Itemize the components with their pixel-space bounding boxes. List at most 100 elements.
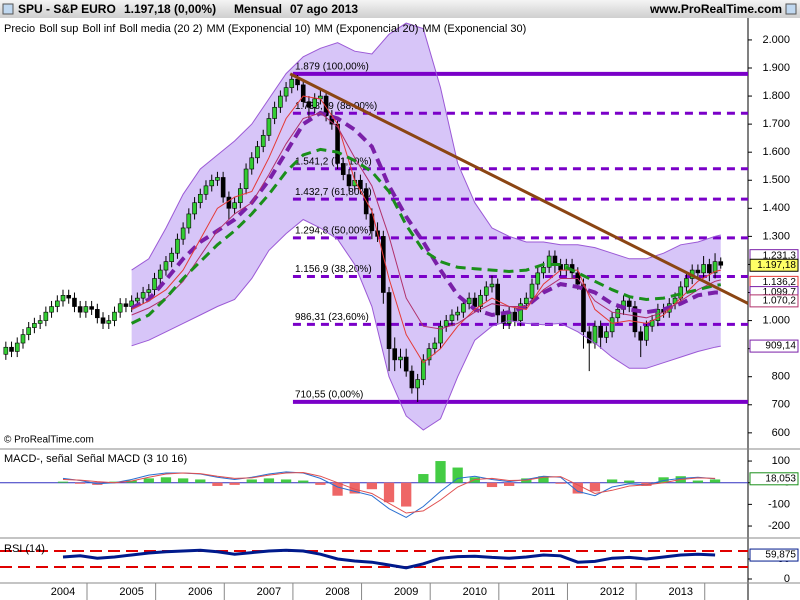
- candle-body: [586, 331, 592, 344]
- histogram-bar: [503, 482, 515, 486]
- fibonacci-label: 1.738,79 (88,00%): [295, 101, 377, 112]
- legend-entry: Boll inf: [82, 23, 116, 35]
- candle-body: [9, 346, 14, 352]
- candle-body: [163, 261, 169, 271]
- candle-body: [89, 306, 94, 310]
- price-tag-label: 1.136,2: [763, 277, 797, 288]
- candle-body: [243, 168, 249, 189]
- candle-body: [432, 342, 438, 349]
- candle-body: [346, 174, 352, 187]
- plot-area: [0, 461, 748, 518]
- candle-body: [192, 202, 197, 215]
- candle-body: [180, 227, 186, 240]
- histogram-bar: [349, 482, 360, 494]
- date: 07 ago 2013: [290, 2, 358, 16]
- candle-body: [466, 297, 472, 305]
- candle-body: [398, 356, 403, 361]
- candle-body: [707, 264, 712, 274]
- period: Mensual: [234, 2, 282, 16]
- price-tag-label: 1.197,18: [757, 260, 796, 271]
- candle-body: [232, 202, 237, 209]
- candle-body: [626, 300, 632, 307]
- line: [131, 218, 721, 431]
- candle-body: [272, 106, 277, 119]
- x-tick-label: 2005: [119, 586, 143, 598]
- candle-body: [581, 283, 586, 333]
- line: [62, 548, 716, 570]
- histogram-bar: [280, 479, 292, 483]
- candle-body: [695, 269, 701, 274]
- histogram-bar: [298, 480, 309, 483]
- histogram-bar: [212, 482, 223, 486]
- candle-body: [278, 95, 283, 108]
- histogram-bar: [572, 482, 583, 494]
- candle-body: [95, 309, 100, 319]
- histogram-bar: [143, 478, 154, 483]
- price-tag-label: 59,875: [765, 550, 796, 561]
- legend-entry: MACD-, señal: [4, 453, 72, 465]
- candle-body: [312, 98, 317, 108]
- y-tick-label: -200: [768, 520, 790, 532]
- fibonacci-label: 1.432,7 (61,80%): [295, 187, 372, 198]
- histogram-bar: [160, 477, 172, 483]
- menu-icon[interactable]: [2, 3, 14, 15]
- histogram-bar: [435, 461, 446, 483]
- candle-body: [546, 255, 552, 268]
- histogram-bar: [246, 479, 257, 483]
- candle-body: [358, 179, 363, 189]
- candle-body: [415, 379, 420, 389]
- legend-entry: Boll media (20 2): [119, 23, 202, 35]
- candle-body: [369, 213, 375, 232]
- x-tick-label: 2012: [600, 586, 624, 598]
- candle-body: [72, 297, 77, 307]
- candle-body: [535, 272, 541, 285]
- candle-body: [718, 261, 724, 266]
- candle-body: [14, 342, 20, 352]
- histogram-bar: [57, 481, 69, 483]
- candle-body: [83, 306, 89, 313]
- candle-body: [283, 87, 289, 97]
- candle-body: [266, 118, 272, 136]
- histogram-bar: [126, 480, 137, 483]
- candle-body: [495, 283, 500, 316]
- candle-body: [409, 370, 415, 389]
- histogram-bar: [229, 482, 240, 485]
- candle-body: [306, 101, 312, 108]
- histogram-bar: [692, 480, 704, 483]
- fibonacci-label: 710,55 (0,00%): [295, 389, 363, 400]
- price-tag: [749, 472, 799, 486]
- histogram-bar: [195, 479, 206, 483]
- candle-body: [403, 356, 409, 372]
- histogram-bar: [366, 482, 378, 490]
- candle-body: [483, 286, 489, 296]
- histogram-bar: [641, 482, 652, 486]
- candle-body: [644, 325, 649, 341]
- price-tag-label: 18,053: [765, 473, 796, 484]
- histogram-bar: [332, 482, 343, 496]
- histogram-bar: [401, 482, 412, 507]
- candle-body: [77, 306, 83, 313]
- price-tag-label: 909,14: [765, 341, 796, 352]
- candle-body: [461, 303, 466, 313]
- legend-entry: RSI (14): [4, 543, 45, 555]
- legend-entry: MM (Exponencial 30): [422, 23, 526, 35]
- fibonacci-label: 986,31 (23,60%): [295, 312, 369, 323]
- legend-entry: Señal MACD (3 10 16): [76, 453, 187, 465]
- candle-body: [609, 317, 615, 333]
- candle-body: [157, 269, 163, 279]
- candle-body: [146, 289, 152, 293]
- copyright: © ProRealTime.com: [4, 435, 94, 446]
- candle-body: [449, 314, 455, 321]
- bollinger-band: [131, 23, 721, 431]
- candle-body: [140, 292, 146, 299]
- maximize-button[interactable]: [785, 3, 797, 15]
- y-tick-label: 700: [772, 399, 790, 411]
- x-tick-label: 2009: [394, 586, 418, 598]
- histogram-bar: [383, 482, 395, 503]
- x-tick-label: 2011: [532, 586, 556, 598]
- line: [131, 95, 721, 364]
- candle-body: [32, 323, 37, 328]
- candle-body: [20, 334, 26, 344]
- y-tick-label: 1.500: [762, 174, 790, 186]
